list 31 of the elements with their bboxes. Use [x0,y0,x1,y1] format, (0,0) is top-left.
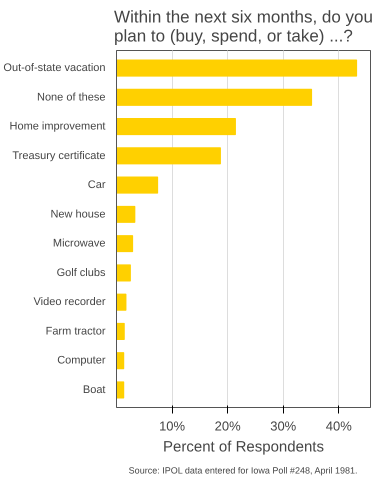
chart-title: Within the next six months, do you plan to (buy, spend, or take) ...? [114,8,373,46]
bar [116,264,131,282]
bar [116,176,158,194]
bar [116,206,136,223]
bar [116,60,358,77]
x-tick-label: 20% [214,418,242,434]
y-tick-label: Computer [57,354,106,367]
y-tick-label: Golf clubs [56,266,106,279]
y-tick-label: None of these [37,91,106,104]
bar [116,322,125,340]
source-note: Source: IPOL data entered for Iowa Poll #248, April 1981. [128,466,358,476]
y-tick-label: Microwave [52,238,106,250]
y-tick-label: New house [50,208,106,220]
bar [116,235,134,252]
x-tick-label: 30% [270,418,297,434]
bar [116,88,312,106]
x-tick-label: 40% [326,418,352,434]
bar [116,352,124,370]
y-tick-label: Boat [82,384,106,396]
y-tick-label: Home improvement [10,120,106,133]
bar [116,118,236,136]
y-tick-label: Car [88,179,106,192]
y-tick-label: Out-of-state vacation [3,62,106,74]
y-tick-label: Video recorder [34,296,106,308]
y-tick-label: Treasury certificate [12,150,106,162]
y-tick-label: Farm tractor [46,325,106,338]
bar [116,294,126,311]
bar [116,147,221,164]
x-axis-title: Percent of Respondents [163,438,324,456]
bar [116,381,124,398]
x-tick-label: 10% [159,418,186,434]
